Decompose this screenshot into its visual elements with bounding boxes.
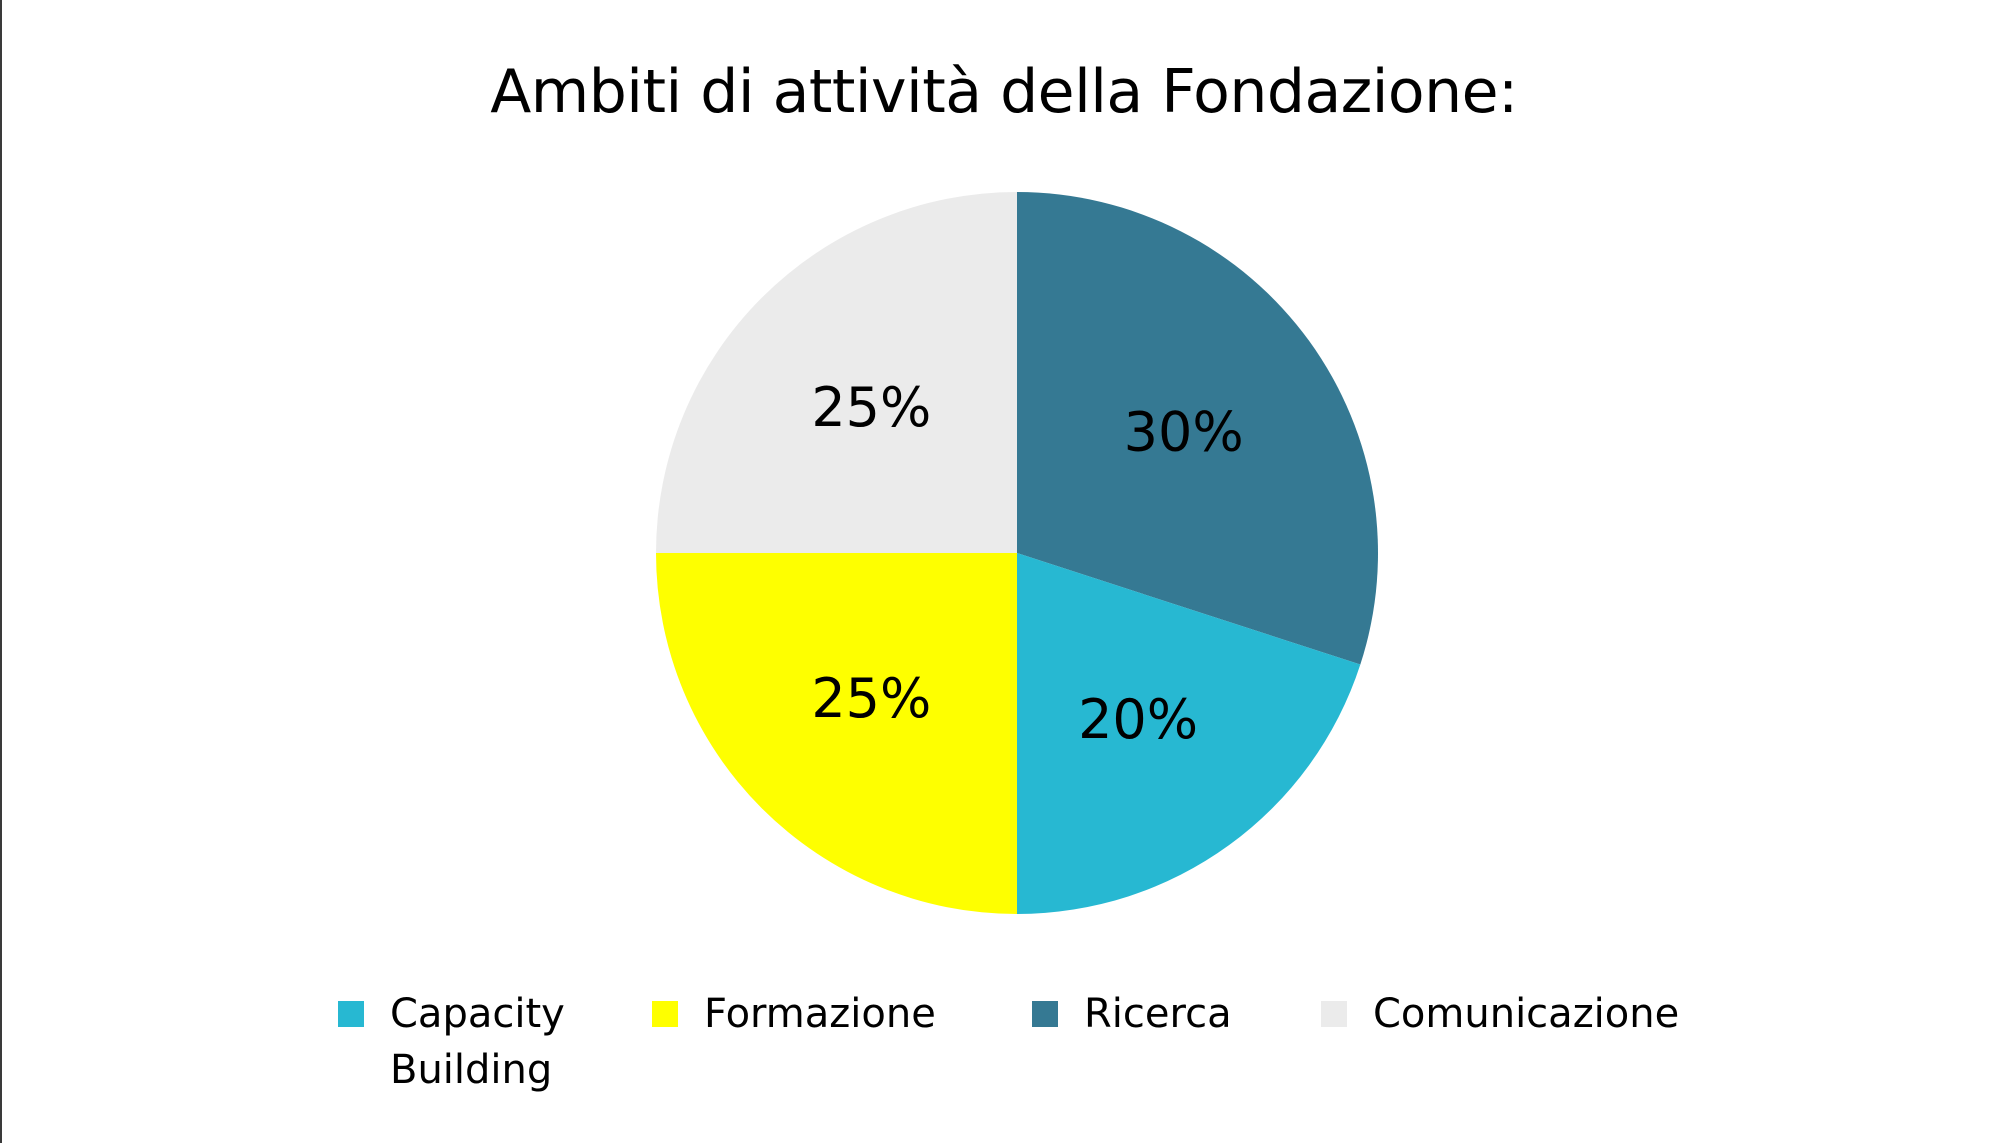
frame-edge [0,0,2,1143]
legend-swatch-formazione [652,1001,678,1027]
legend-swatch-capacity-building [338,1001,364,1027]
legend-label-ricerca: Ricerca [1084,991,1232,1037]
pie-slice-comunicazione [656,192,1017,553]
pie-slice-ricerca [1017,192,1378,665]
pie-label-comunicazione: 25% [811,376,931,439]
pie-label-formazione: 25% [811,667,931,730]
pie-label-ricerca: 30% [1124,400,1244,463]
pie-label-capacity-building: 20% [1078,688,1198,751]
legend-label-capacity-building: Capacity Building [390,991,565,1093]
pie-slice-formazione [656,553,1017,914]
pie-labels: 30% 20% 25% 25% [811,376,1243,751]
pie-slices [656,192,1378,914]
legend-swatch-ricerca [1032,1001,1058,1027]
chart-title: Ambiti di attività della Fondazione: [490,57,1518,127]
legend-label-formazione: Formazione [704,991,936,1037]
legend-label-comunicazione: Comunicazione [1373,991,1680,1037]
pie-slice-capacity-building [1017,553,1361,914]
legend-swatch-comunicazione [1321,1001,1347,1027]
